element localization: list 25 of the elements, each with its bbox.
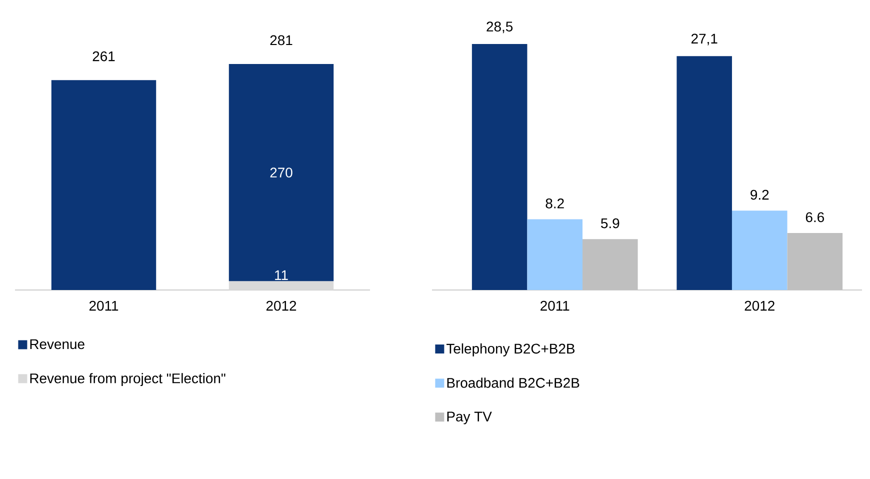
legend-label: Telephony B2C+B2B [446,343,575,356]
x-tick-label: 2012 [266,300,296,311]
bar [732,210,788,290]
x-tick-label: 2011 [89,300,118,311]
data-label: 9.2 [750,190,769,200]
data-label: 6.6 [806,212,824,222]
legend-label: Broadband B2C+B2B [447,378,580,388]
data-label: 27,1 [691,34,718,46]
legend-label: Pay TV [447,412,492,424]
bar [582,239,638,290]
total-label: 261 [92,51,115,62]
bar [787,233,843,290]
x-tick-label: 2011 [540,300,570,311]
data-label: 11 [275,270,288,280]
data-label: 5.9 [601,218,620,228]
data-label: 270 [270,168,292,178]
x-tick-label: 2012 [744,300,774,311]
data-label: 28,5 [486,22,513,34]
bar [527,219,583,290]
legend-label: Revenue from project "Election" [30,373,226,386]
data-label: 8.2 [546,198,564,208]
bar [676,56,732,290]
bar [472,44,528,290]
total-label: 281 [270,35,292,46]
legend-label: Revenue [30,339,84,350]
